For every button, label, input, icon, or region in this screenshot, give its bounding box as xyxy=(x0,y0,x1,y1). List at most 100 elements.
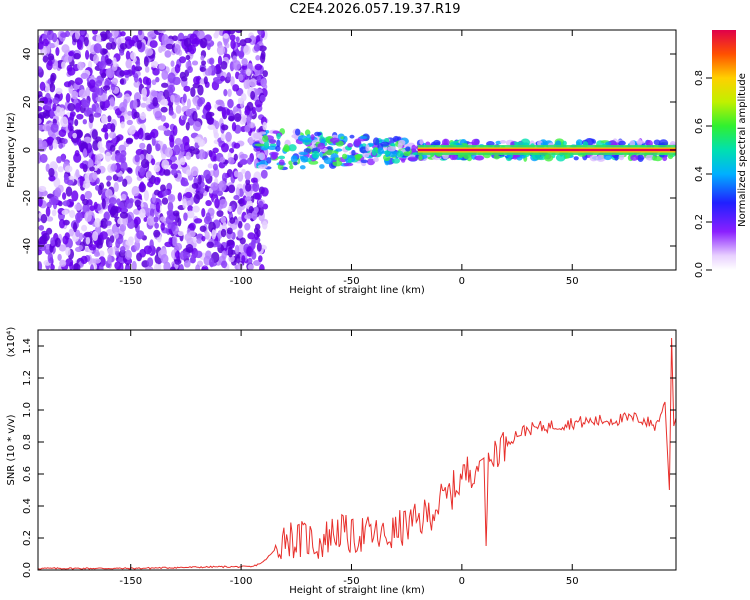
noise-blob xyxy=(83,231,93,238)
colorbar-tick-label: 0.6 xyxy=(694,118,705,134)
noise-blob xyxy=(229,147,235,154)
noise-blob xyxy=(186,200,192,207)
noise-blob xyxy=(78,89,87,98)
signal-blob xyxy=(294,128,301,136)
noise-blob xyxy=(166,210,173,216)
noise-blob xyxy=(107,115,112,123)
noise-blob xyxy=(158,46,163,53)
noise-blob xyxy=(254,192,262,200)
noise-blob xyxy=(108,131,117,139)
noise-blob xyxy=(41,34,48,40)
noise-blob xyxy=(234,244,240,255)
noise-blob xyxy=(44,83,50,93)
spectrogram-x-tick-label: 0 xyxy=(459,276,465,287)
snr-x-label: Height of straight line (km) xyxy=(289,585,425,596)
noise-blob xyxy=(101,127,109,133)
spectrogram-x-tick-label: -50 xyxy=(343,276,359,287)
noise-blob xyxy=(159,216,166,222)
noise-blob xyxy=(106,180,111,187)
signal-blob xyxy=(544,154,554,162)
noise-blob xyxy=(199,187,205,194)
noise-blob xyxy=(215,30,220,37)
noise-blob xyxy=(93,43,102,54)
noise-blob xyxy=(92,171,98,181)
noise-blob xyxy=(171,235,178,247)
noise-blob xyxy=(185,108,192,117)
noise-blob xyxy=(106,67,115,79)
signal-blob xyxy=(637,138,643,147)
noise-blob xyxy=(131,185,140,197)
noise-blob xyxy=(236,206,242,215)
noise-blob xyxy=(147,31,156,38)
noise-blob xyxy=(64,232,70,240)
signal-blob xyxy=(362,152,370,158)
noise-blob xyxy=(64,30,71,38)
noise-blob xyxy=(46,227,53,235)
noise-blob xyxy=(102,99,111,109)
noise-blob xyxy=(120,161,128,172)
noise-blob xyxy=(80,30,86,36)
noise-blob xyxy=(59,259,67,267)
noise-blob xyxy=(218,180,227,192)
noise-blob xyxy=(109,235,115,244)
signal-blob xyxy=(603,153,613,161)
noise-blob xyxy=(205,199,212,207)
noise-blob xyxy=(214,120,220,130)
noise-blob xyxy=(198,149,206,160)
noise-blob xyxy=(113,231,119,240)
signal-blob xyxy=(300,155,309,163)
snr-y-tick-label: 1.0 xyxy=(22,402,33,418)
snr-y-tick-label: 1.2 xyxy=(22,370,33,386)
noise-blob xyxy=(244,170,251,181)
noise-blob xyxy=(38,249,43,256)
noise-blob xyxy=(160,222,165,231)
noise-blob xyxy=(191,182,199,189)
noise-blob xyxy=(160,254,169,264)
noise-blob xyxy=(134,240,141,251)
noise-blob xyxy=(89,166,95,172)
signal-blob xyxy=(278,155,286,160)
snr-scale-label: (x10⁴) xyxy=(6,327,17,358)
signal-blob xyxy=(329,137,340,143)
noise-blob xyxy=(76,137,82,146)
noise-blob xyxy=(74,30,80,40)
noise-blob xyxy=(99,231,108,240)
noise-blob xyxy=(95,34,102,44)
noise-blob xyxy=(256,242,262,252)
noise-blob xyxy=(236,254,241,264)
noise-blob xyxy=(227,88,232,98)
noise-blob xyxy=(139,112,147,120)
noise-blob xyxy=(227,30,236,35)
noise-blob xyxy=(57,166,64,173)
noise-blob xyxy=(155,143,161,152)
signal-blob xyxy=(405,146,411,152)
noise-blob xyxy=(65,186,73,197)
noise-blob xyxy=(178,263,184,270)
noise-blob xyxy=(97,87,104,96)
noise-blob xyxy=(145,48,154,57)
noise-blob xyxy=(116,198,121,206)
colorbar-tick-label: 0.8 xyxy=(694,70,705,86)
noise-blob xyxy=(106,175,112,181)
noise-blob xyxy=(38,185,47,192)
noise-blob xyxy=(214,198,220,209)
noise-blob xyxy=(226,239,235,246)
signal-blob xyxy=(360,159,368,164)
noise-blob xyxy=(140,102,147,108)
noise-blob xyxy=(68,50,74,57)
signal-blob xyxy=(289,164,294,170)
noise-blob xyxy=(139,166,146,177)
noise-blob xyxy=(233,194,240,201)
signal-blob xyxy=(335,148,343,152)
noise-blob xyxy=(136,39,143,50)
signal-blob xyxy=(384,150,391,156)
noise-blob xyxy=(190,87,196,98)
noise-blob xyxy=(216,210,224,218)
noise-blob xyxy=(52,139,58,150)
signal-blob xyxy=(254,143,265,147)
noise-blob xyxy=(192,82,200,89)
noise-blob xyxy=(50,264,55,270)
snr-x-tick-label: -50 xyxy=(343,576,359,587)
noise-blob xyxy=(185,243,194,253)
noise-blob xyxy=(84,211,92,223)
